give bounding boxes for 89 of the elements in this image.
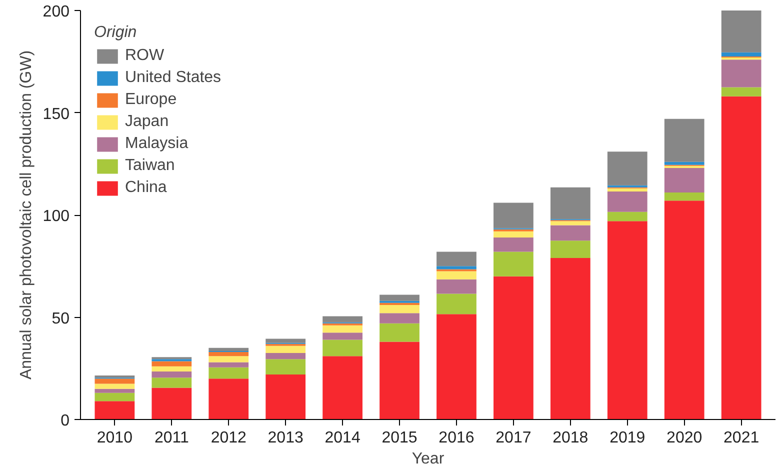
bar xyxy=(607,188,648,192)
bar xyxy=(322,340,362,356)
bar xyxy=(721,87,762,96)
legend-label: Japan xyxy=(125,113,169,131)
x-tick-label: 2020 xyxy=(666,430,702,446)
bar xyxy=(664,162,704,165)
bar xyxy=(380,294,420,301)
bar xyxy=(494,276,534,420)
legend-label: Malaysia xyxy=(125,135,188,153)
bar xyxy=(550,258,590,420)
bar xyxy=(208,352,249,356)
x-tick-label: 2014 xyxy=(324,430,360,446)
bar xyxy=(436,314,476,420)
bar xyxy=(266,338,306,343)
bar xyxy=(664,200,704,420)
bar xyxy=(664,168,704,193)
bar xyxy=(436,279,476,294)
legend-label: Taiwan xyxy=(125,157,175,175)
bar xyxy=(607,212,648,222)
bar xyxy=(208,362,249,368)
bar xyxy=(322,356,362,420)
legend-label: United States xyxy=(125,69,222,87)
bar xyxy=(607,152,648,186)
bar xyxy=(152,371,192,378)
y-tick-label: 100 xyxy=(42,208,70,225)
bar xyxy=(721,60,762,88)
bar xyxy=(94,388,135,393)
bar xyxy=(380,323,420,342)
bar xyxy=(380,313,420,324)
bar xyxy=(550,225,590,241)
bar xyxy=(550,221,590,226)
y-tick-label: 50 xyxy=(52,310,70,328)
bar xyxy=(322,325,362,333)
bar xyxy=(208,348,249,351)
bar xyxy=(152,378,192,388)
bar xyxy=(380,304,420,314)
bar xyxy=(380,342,420,420)
bar xyxy=(607,221,648,420)
bar xyxy=(494,202,534,228)
bar xyxy=(322,316,362,322)
x-tick-label: 2012 xyxy=(210,430,247,446)
bar xyxy=(152,388,192,420)
bar xyxy=(208,356,249,362)
legend-label: ROW xyxy=(125,47,164,65)
bar xyxy=(94,392,135,402)
bar xyxy=(494,252,534,276)
bar xyxy=(266,346,306,354)
bar xyxy=(266,374,306,420)
bar xyxy=(436,294,476,314)
bar xyxy=(266,353,306,360)
bar xyxy=(494,231,534,238)
bar xyxy=(152,361,192,366)
x-tick-label: 2015 xyxy=(382,430,418,446)
legend-title: Origin xyxy=(94,24,138,42)
x-tick-label: 2019 xyxy=(610,430,646,446)
bar xyxy=(94,384,135,389)
x-tick-label: 2017 xyxy=(496,430,532,446)
legend-label: China xyxy=(125,179,167,197)
bar xyxy=(322,332,362,340)
bar xyxy=(94,378,135,384)
bar xyxy=(607,191,648,212)
y-tick-label: 200 xyxy=(42,4,70,20)
legend-label: Europe xyxy=(125,91,177,109)
y-axis-title: Annual solar photovoltaic cell production (GW) xyxy=(18,50,35,380)
x-axis-title: Year xyxy=(412,450,445,468)
bar xyxy=(721,10,762,52)
bar xyxy=(721,52,762,57)
bar xyxy=(208,367,249,379)
bar xyxy=(664,192,704,201)
y-tick-label: 0 xyxy=(60,412,70,430)
bar xyxy=(436,271,476,280)
bar xyxy=(494,237,534,252)
bar xyxy=(436,252,476,266)
x-tick-label: 2021 xyxy=(724,430,760,446)
bar xyxy=(550,240,590,258)
x-tick-label: 2013 xyxy=(268,430,304,446)
bar xyxy=(208,378,249,420)
bar xyxy=(94,401,135,420)
y-tick-label: 150 xyxy=(42,106,70,123)
bar xyxy=(721,96,762,420)
bar xyxy=(436,266,476,270)
x-tick-label: 2011 xyxy=(154,430,189,446)
x-tick-label: 2016 xyxy=(438,430,474,446)
x-tick-label: 2010 xyxy=(96,430,133,446)
x-tick-label: 2018 xyxy=(552,430,588,446)
bar xyxy=(550,187,590,220)
bar xyxy=(152,366,192,372)
bar xyxy=(266,359,306,375)
bar xyxy=(664,118,704,162)
